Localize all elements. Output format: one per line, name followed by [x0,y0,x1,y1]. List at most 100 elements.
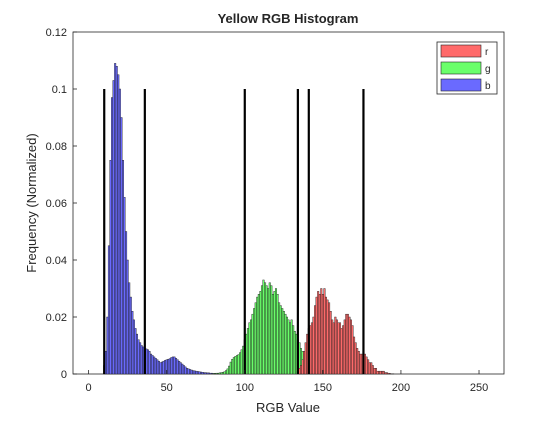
bar-b [119,89,121,374]
bar-r [303,351,305,374]
x-tick-label: 0 [86,382,92,394]
y-axis-label: Frequency (Normalized) [24,133,39,272]
bar-r [375,368,377,374]
bar-b [178,361,180,374]
bar-b [211,373,213,374]
bar-b [110,160,112,374]
bar-b [125,232,127,375]
bar-r [319,294,321,374]
bar-b [132,311,134,374]
bar-r [349,317,351,374]
bar-g [253,308,255,374]
bar-r [325,297,327,374]
bar-b [130,297,132,374]
bar-r [380,371,382,374]
bar-g [256,297,258,374]
bar-g [277,294,279,374]
bar-b [150,354,152,374]
bar-g [213,373,215,374]
legend-label-g: g [485,64,491,75]
bar-b [189,369,191,374]
bar-g [236,355,238,374]
bar-b [138,340,140,374]
bar-b [141,346,143,375]
bar-r [366,357,368,374]
bar-r [338,323,340,374]
bar-r [305,343,307,374]
bar-b [182,364,184,374]
bar-b [139,343,141,374]
bar-b [167,359,169,374]
bar-b [152,355,154,374]
bar-g [260,291,262,374]
bar-r [339,323,341,374]
x-tick-label: 100 [236,382,254,394]
bar-b [149,351,151,374]
bar-r [333,323,335,374]
bar-g [232,359,234,374]
bar-r [372,365,374,374]
bar-g [292,326,294,374]
bar-r [355,343,357,374]
bar-r [328,303,330,374]
bar-g [214,373,216,374]
bar-b [171,357,173,374]
bar-r [347,314,349,374]
bar-r [345,314,347,374]
bar-r [342,326,344,374]
bar-b [158,361,160,374]
bar-r [322,294,324,374]
bar-r [370,363,372,374]
bar-b [188,369,190,374]
bar-g [217,373,219,374]
bar-g [241,350,243,374]
bar-g [275,289,277,375]
bar-g [264,283,266,374]
bar-b [128,283,130,374]
legend-swatch-g [441,62,481,74]
x-axis-label: RGB Value [256,400,320,415]
bar-g [258,294,260,374]
y-tick-label: 0.04 [46,255,67,267]
bar-r [385,373,387,374]
bar-r [335,317,337,374]
bar-g [249,323,251,374]
bar-r [324,289,326,375]
bar-b [207,373,209,374]
y-tick-label: 0.12 [46,27,67,39]
bar-g [216,373,218,374]
bar-g [272,294,274,374]
bar-b [107,317,109,374]
bar-b [111,98,113,374]
bar-g [288,320,290,374]
bar-r [352,326,354,374]
y-tick-label: 0.1 [52,84,67,96]
bar-b [113,80,115,374]
y-tick-label: 0.08 [46,141,67,153]
bar-r [300,365,302,374]
bar-g [252,314,254,374]
bar-r [360,354,362,374]
bar-b [199,372,201,374]
bar-g [274,291,276,374]
bar-b [114,63,116,374]
bar-b [164,360,166,374]
bar-r [313,317,315,374]
bar-g [278,303,280,374]
bar-b [135,328,137,374]
bar-g [239,353,241,374]
bar-g [289,323,291,374]
bar-r [317,291,319,374]
bar-b [127,260,129,374]
bar-g [235,356,237,374]
bar-g [271,286,273,374]
bar-b [203,373,205,374]
bar-g [281,308,283,374]
bar-b [202,372,204,374]
y-tick-label: 0.02 [46,312,67,324]
x-tick-label: 200 [392,382,410,394]
bar-b [133,320,135,374]
legend: r g b [437,42,497,94]
bar-b [175,358,177,374]
